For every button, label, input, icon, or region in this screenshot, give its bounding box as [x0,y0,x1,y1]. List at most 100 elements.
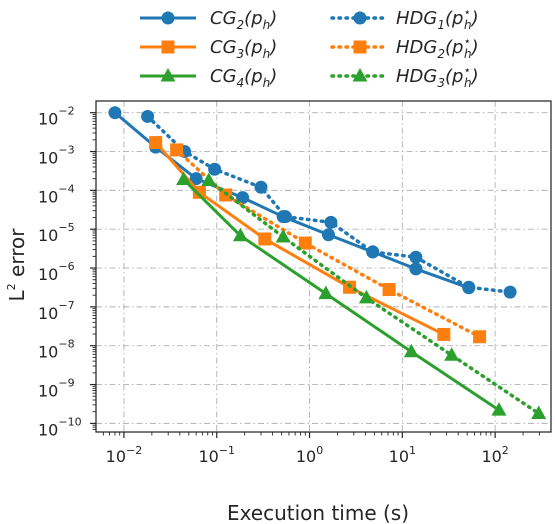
legend-argsup: ⋆ [463,63,471,77]
series-layer [108,106,547,419]
y-tick-exp: −7 [58,299,74,312]
data-point-hdg1 [278,210,292,224]
data-point-cg4 [491,402,507,416]
legend-name: HDG [396,8,437,29]
plot-frame [95,100,552,433]
y-tick-label: 10−3 [38,144,75,168]
y-tick-exp: −4 [58,182,74,195]
data-point-cg2 [108,106,122,120]
legend-item-hdg2: HDG2(p⋆ h) [330,34,479,61]
y-tick-exp: −2 [58,105,74,118]
data-point-cg2 [189,172,203,186]
y-tick-base: 10 [38,382,58,401]
legend-sub: 4 [237,76,245,90]
legend-name: CG [210,37,237,58]
x-tick-exp: 1 [409,444,416,457]
y-tick-label: 10−10 [38,415,82,439]
x-tick-base: 10 [198,447,218,466]
legend-sub: 3 [237,47,245,61]
data-point-cg2 [321,228,335,242]
legend-close: ) [268,37,277,58]
data-point-cg2 [409,262,423,276]
y-tick-label: 10−5 [38,221,75,245]
x-tick-exp: −2 [126,444,142,457]
x-tick-base: 10 [389,447,409,466]
legend-label-cg4: CG4(ph) [210,66,277,90]
legend-arg: (p [244,8,262,29]
data-point-hdg1 [208,162,222,176]
data-point-cg2 [236,191,250,205]
y-tick-exp: −3 [58,144,74,157]
data-point-hdg1 [254,180,268,194]
x-tick-label: 10−1 [198,444,235,466]
data-point-cg4 [176,171,192,186]
legend-item-cg2: CG2(ph) [140,8,277,32]
legend-close: ) [268,8,277,29]
data-point-hdg2 [473,330,487,344]
data-point-hdg3 [275,228,291,243]
legend-arg: (p [445,8,463,29]
y-tick-base: 10 [38,226,58,245]
grid [96,101,551,432]
legend-item-hdg1: HDG1(p⋆ h) [330,5,479,32]
legend-label-cg2: CG2(ph) [210,8,277,32]
y-tick-exp: −5 [58,221,74,234]
y-tick-base: 10 [38,149,58,168]
legend-arg: (p [445,37,463,58]
legend-marker-cg4 [160,68,176,82]
ticks: 10−2 10−1 100 101 10210−210−310−410−510−610−… [38,105,540,466]
y-tick-label: 10−6 [38,260,75,284]
legend-close: ) [470,8,479,29]
legend-name: CG [210,8,237,29]
series-cg4 [176,171,507,416]
legend-marker-hdg1 [353,11,367,25]
legend-argsub: h [263,76,271,90]
data-point-hdg3 [201,172,217,186]
y-tick-label: 10−4 [38,182,75,206]
y-axis-label-rest: error [5,228,29,284]
legend-item-hdg3: HDG3(p⋆ h) [330,63,479,90]
y-tick-base: 10 [38,343,58,362]
y-tick-base: 10 [38,420,58,439]
data-point-hdg1 [503,285,517,299]
data-point-cg3 [149,136,163,150]
data-point-hdg3 [444,347,460,361]
y-axis-label-main: L [5,289,29,301]
data-point-hdg3 [531,405,547,419]
data-point-cg4 [232,227,248,242]
data-point-hdg2 [382,283,396,297]
legend-close: ) [268,66,277,87]
data-point-cg4 [318,285,334,300]
x-tick-exp: 0 [316,444,323,457]
legend-label-hdg2: HDG2(p⋆ h) [396,34,479,61]
y-axis-label: L2 error [5,228,29,302]
x-tick-exp: −1 [219,444,235,457]
x-tick-label: 102 [481,444,508,466]
legend-label-hdg3: HDG3(p⋆ h) [396,63,479,90]
legend-argsub: h [464,76,472,90]
legend-name: HDG [396,37,437,58]
data-point-hdg2 [298,236,312,250]
y-tick-label: 10−2 [38,105,75,129]
legend-label-cg3: CG3(ph) [210,37,277,61]
legend: CG2(ph)CG3(ph)CG4(ph)HDG1(p⋆ h)HDG2(p⋆ h)H… [140,5,479,90]
legend-marker-cg2 [161,11,175,25]
data-point-hdg3 [358,289,374,304]
data-point-cg4 [403,343,419,358]
legend-sub: 3 [437,76,445,90]
data-point-cg3 [192,185,206,199]
data-point-hdg1 [366,245,380,259]
y-tick-base: 10 [38,187,58,206]
data-point-hdg1 [324,215,338,229]
legend-argsub: h [263,47,271,61]
legend-argsub: h [464,47,472,61]
legend-marker-hdg3 [352,68,368,82]
y-tick-exp: −10 [58,415,81,428]
legend-arg: (p [445,66,463,87]
legend-marker-hdg2 [353,40,367,54]
y-tick-label: 10−7 [38,299,75,323]
legend-item-cg3: CG3(ph) [140,37,277,61]
y-tick-base: 10 [38,110,58,129]
y-tick-label: 10−8 [38,338,75,362]
